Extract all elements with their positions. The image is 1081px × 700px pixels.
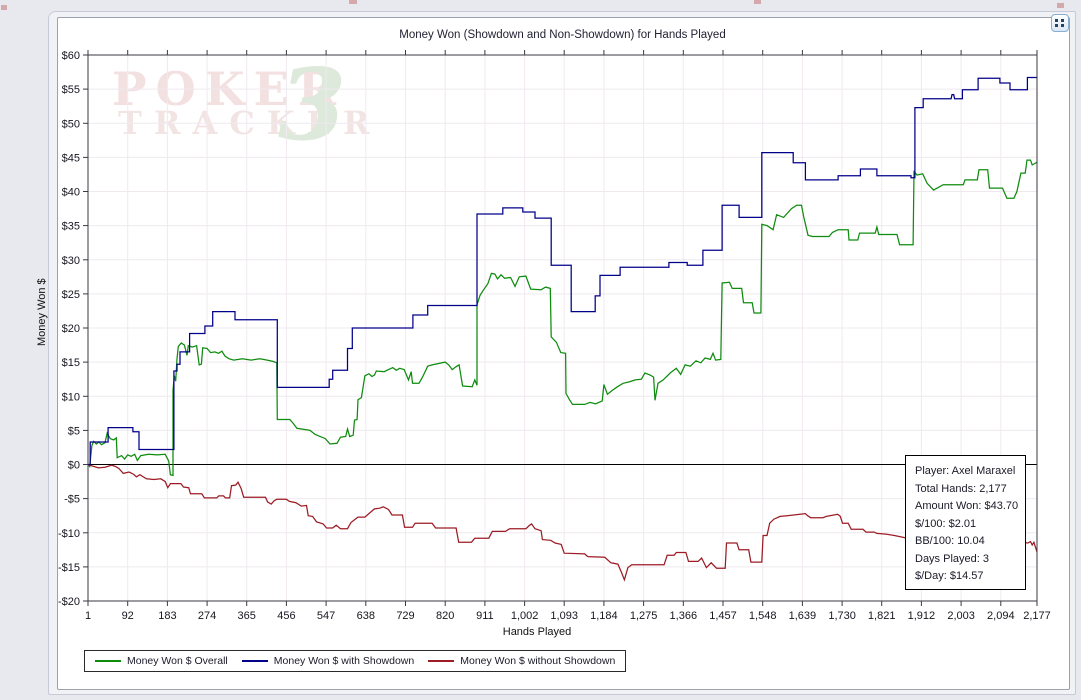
x-tick-label: 274 xyxy=(198,610,216,622)
x-tick-label: 1 xyxy=(85,610,91,622)
window-edge-artifact xyxy=(1,5,7,10)
chart-legend: Money Won $ Overall Money Won $ with Sho… xyxy=(84,650,627,672)
y-tick-label: $10 xyxy=(62,391,80,403)
chart-title: Money Won (Showdown and Non-Showdown) fo… xyxy=(399,29,726,41)
x-tick-label: 1,184 xyxy=(590,610,618,622)
y-tick-label: $40 xyxy=(62,187,80,199)
stat-player: Player: Axel Maraxel xyxy=(915,465,1016,477)
y-tick-label: -$15 xyxy=(58,562,80,574)
player-stats-box: Player: Axel Maraxel Total Hands: 2,177 … xyxy=(905,455,1026,590)
x-tick-label: 1,821 xyxy=(868,610,896,622)
x-tick-label: 2,094 xyxy=(987,610,1015,622)
y-tick-label: $0 xyxy=(68,460,80,472)
series-line-2 xyxy=(87,463,1038,582)
y-tick-label: $45 xyxy=(62,152,80,164)
series-line-0 xyxy=(87,159,1038,477)
window-edge-artifact xyxy=(754,0,761,4)
y-tick-label: $20 xyxy=(62,323,80,335)
stat-total-hands: Total Hands: 2,177 xyxy=(915,482,1007,495)
x-tick-label: 1,275 xyxy=(630,610,658,622)
x-tick-label: 1,639 xyxy=(789,610,817,622)
x-tick-label: 2,003 xyxy=(947,610,975,622)
legend-line-red-icon xyxy=(428,660,455,662)
x-tick-label: 1,457 xyxy=(709,610,737,622)
y-tick-label: $50 xyxy=(62,118,80,130)
y-tick-label: $25 xyxy=(62,289,80,301)
y-tick-label: $30 xyxy=(62,255,80,267)
legend-item-without-showdown: Money Won $ without Showdown xyxy=(428,655,615,667)
legend-label-with-showdown: Money Won $ with Showdown xyxy=(273,655,415,667)
y-tick-label: -$5 xyxy=(64,494,80,506)
x-tick-label: 1,002 xyxy=(511,610,539,622)
window-edge-artifact xyxy=(349,0,357,4)
x-tick-label: 1,366 xyxy=(670,610,698,622)
stat-bb-per-100: BB/100: 10.04 xyxy=(915,535,985,547)
x-tick-label: 1,912 xyxy=(908,610,936,622)
x-tick-label: 2,177 xyxy=(1023,610,1051,622)
chart-options-button[interactable] xyxy=(1051,14,1069,32)
y-tick-label: $15 xyxy=(62,357,80,369)
legend-line-blue-icon xyxy=(241,660,268,662)
y-tick-label: -$10 xyxy=(58,528,80,540)
stat-per-day: $/Day: $14.57 xyxy=(915,570,984,582)
x-tick-label: 183 xyxy=(158,610,176,622)
y-tick-label: $5 xyxy=(68,425,80,437)
x-tick-label: 92 xyxy=(122,610,134,622)
x-tick-label: 729 xyxy=(396,610,414,622)
x-tick-label: 1,730 xyxy=(828,610,856,622)
legend-item-with-showdown: Money Won $ with Showdown xyxy=(241,655,415,667)
stat-days-played: Days Played: 3 xyxy=(915,552,989,565)
x-tick-label: 456 xyxy=(277,610,295,622)
legend-label-without-showdown: Money Won $ without Showdown xyxy=(460,655,616,667)
legend-line-green-icon xyxy=(95,660,121,662)
y-tick-label: $60 xyxy=(62,50,80,62)
x-tick-label: 365 xyxy=(238,610,256,622)
legend-label-overall: Money Won $ Overall xyxy=(127,655,228,667)
window-edge-artifact xyxy=(1057,3,1064,8)
x-tick-label: 638 xyxy=(357,610,375,622)
x-tick-label: 1,548 xyxy=(749,610,777,622)
y-tick-label: -$20 xyxy=(58,596,80,608)
x-tick-label: 820 xyxy=(436,610,454,622)
x-tick-label: 1,093 xyxy=(550,610,578,622)
stat-amount-won: Amount Won: $43.70 xyxy=(915,500,1019,512)
x-tick-label: 911 xyxy=(476,610,494,622)
x-axis-label: Hands Played xyxy=(502,626,572,638)
stat-per-100: $/100: $2.01 xyxy=(915,517,977,530)
x-tick-label: 547 xyxy=(317,610,335,622)
y-tick-label: $35 xyxy=(62,221,80,233)
series-line-1 xyxy=(88,76,1037,466)
legend-item-overall: Money Won $ Overall xyxy=(95,655,228,667)
y-tick-label: $55 xyxy=(62,84,80,96)
data-points-grid-icon xyxy=(1055,19,1064,27)
